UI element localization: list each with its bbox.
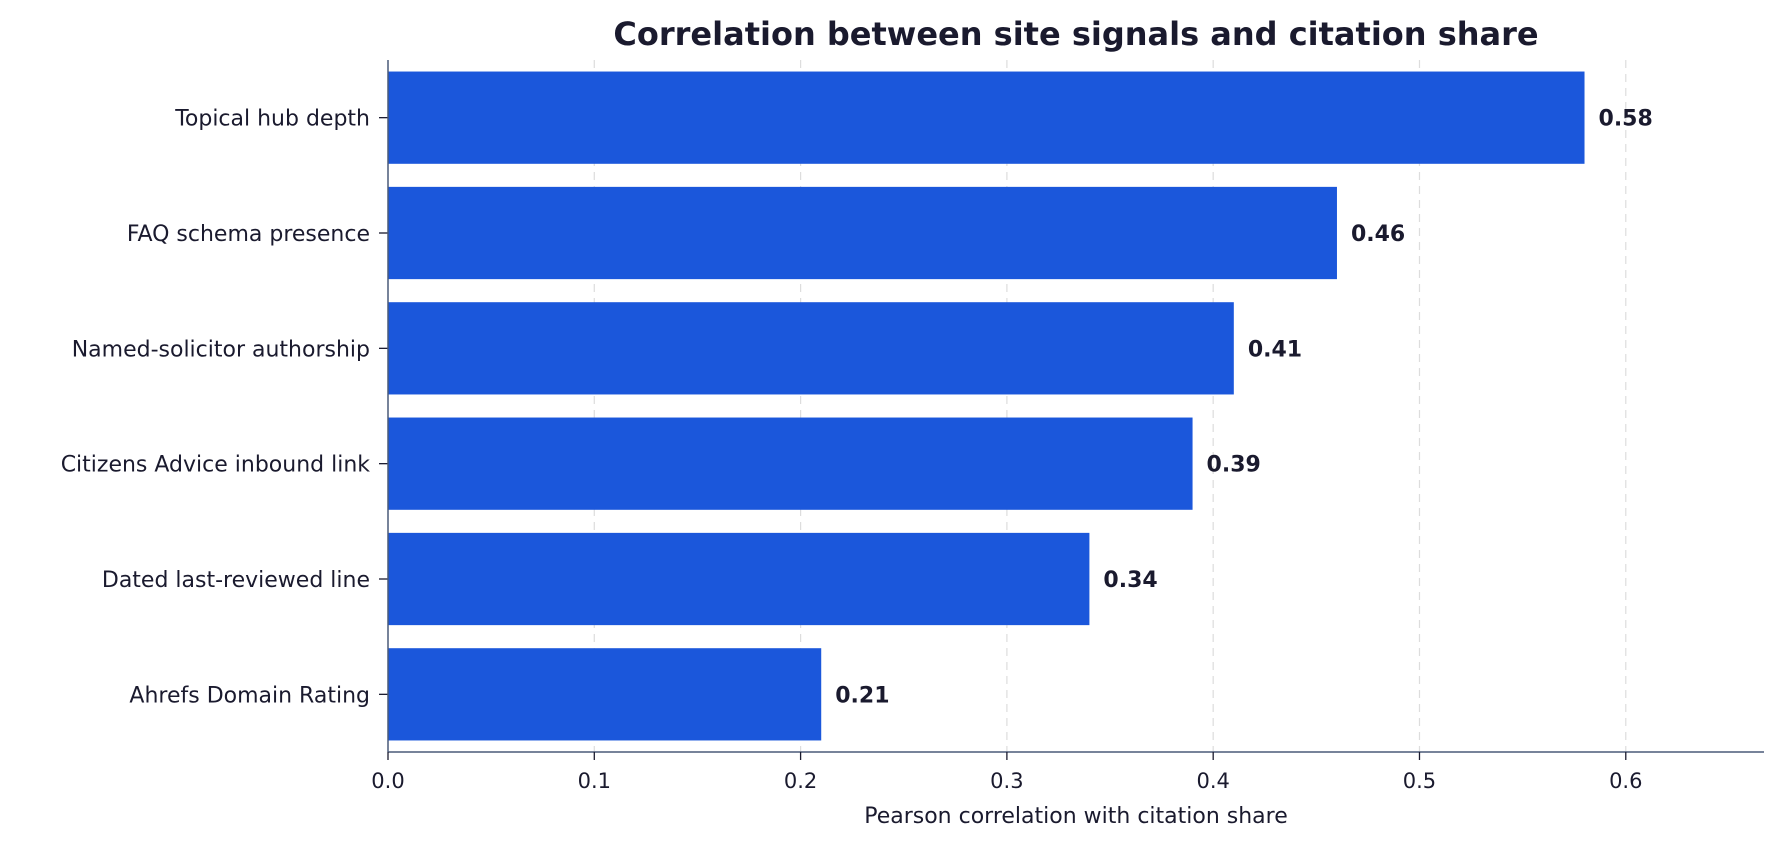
x-axis-title: Pearson correlation with citation share — [864, 804, 1288, 829]
x-tick-label-2: 0.2 — [784, 769, 817, 793]
bars-layer — [388, 71, 1585, 741]
bar-4 — [388, 532, 1090, 626]
bar-1 — [388, 186, 1337, 280]
value-label-2: 0.41 — [1248, 337, 1302, 362]
x-tick-label-1: 0.1 — [578, 769, 611, 793]
bar-0 — [388, 71, 1585, 164]
x-tick-label-4: 0.4 — [1196, 769, 1229, 793]
bar-5 — [388, 648, 822, 741]
chart-title: Correlation between site signals and cit… — [613, 15, 1538, 53]
value-label-1: 0.46 — [1351, 222, 1405, 247]
value-label-0: 0.58 — [1599, 107, 1653, 132]
value-label-4: 0.34 — [1103, 568, 1157, 593]
category-label-5: Ahrefs Domain Rating — [129, 683, 370, 708]
category-label-1: FAQ schema presence — [127, 222, 370, 247]
bar-2 — [388, 302, 1234, 395]
value-label-3: 0.39 — [1207, 453, 1261, 478]
category-label-4: Dated last-reviewed line — [102, 568, 370, 593]
bar-3 — [388, 417, 1193, 510]
value-label-5: 0.21 — [835, 683, 889, 708]
axes-layer: Topical hub depth FAQ schema presence Name… — [61, 60, 1764, 793]
x-tick-label-0: 0.0 — [371, 769, 404, 793]
x-tick-label-6: 0.6 — [1609, 769, 1642, 793]
x-tick-label-5: 0.5 — [1403, 769, 1436, 793]
category-label-3: Citizens Advice inbound link — [61, 453, 371, 478]
category-label-0: Topical hub depth — [174, 107, 370, 132]
x-tick-label-3: 0.3 — [990, 769, 1023, 793]
grid-layer — [593, 60, 1627, 752]
category-label-2: Named-solicitor authorship — [72, 337, 370, 362]
value-labels-layer: 0.58 0.46 0.41 0.39 0.34 0.21 — [835, 107, 1653, 709]
